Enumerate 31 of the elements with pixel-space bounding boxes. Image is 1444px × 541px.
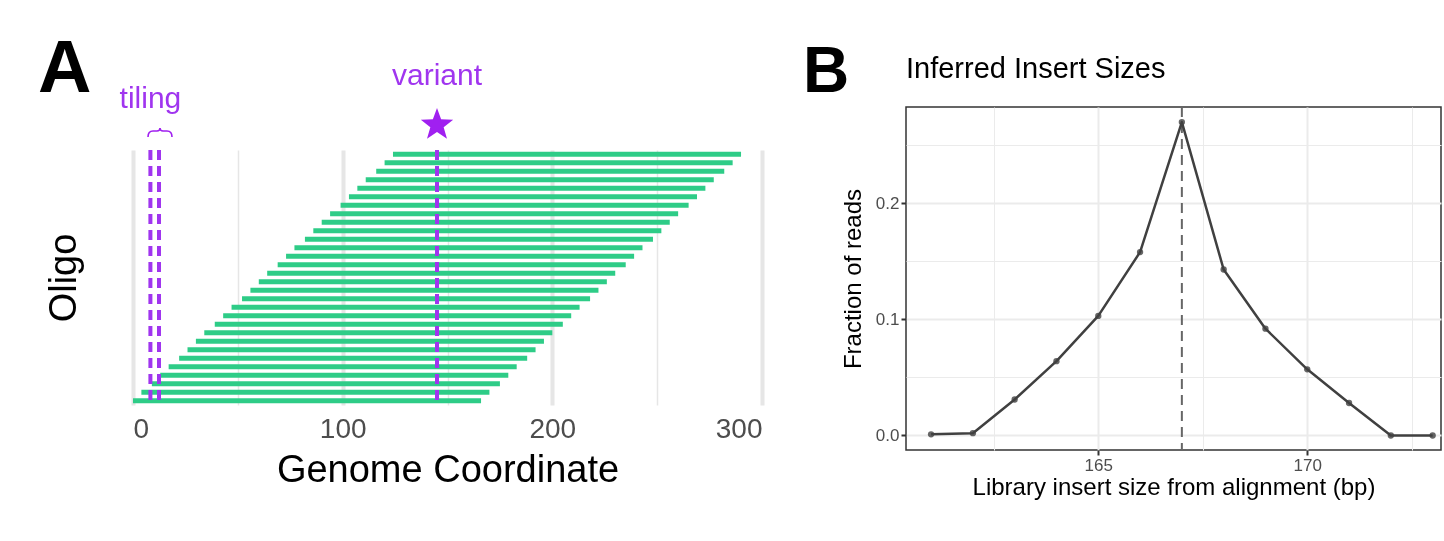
text: B <box>803 34 850 106</box>
x-tick-label: 170 <box>1293 455 1322 475</box>
y-axis-title: Fraction of reads <box>838 188 866 370</box>
y-axis-title: Oligo <box>41 233 84 323</box>
point <box>1262 325 1269 332</box>
point <box>1220 266 1227 273</box>
x-axis-title: Library insert size from alignment (bp) <box>972 472 1376 500</box>
point <box>1304 366 1311 373</box>
point <box>1387 432 1395 439</box>
x-tick-label: 100 <box>319 412 367 444</box>
x-tick-label: 200 <box>529 412 577 444</box>
x-tick-label: 300 <box>715 412 763 444</box>
ref-line-label: variant <box>391 58 483 91</box>
point <box>1429 432 1436 439</box>
point <box>1095 312 1102 320</box>
point <box>1011 396 1018 403</box>
y-tick-label: 0.2 <box>875 193 900 213</box>
point <box>1178 118 1186 126</box>
x-axis-title: Genome Coordinate <box>276 447 620 490</box>
point <box>969 430 977 437</box>
y-tick-label: 0.0 <box>875 425 900 445</box>
x-tick-label: 0 <box>133 412 150 444</box>
point <box>1136 248 1144 256</box>
ref-line-label: tiling <box>119 81 182 114</box>
point <box>1053 358 1060 365</box>
text: A <box>38 25 92 108</box>
point <box>927 431 935 438</box>
point <box>1345 399 1353 407</box>
x-tick-label: 165 <box>1084 455 1113 475</box>
y-tick-label: 0.1 <box>875 309 900 329</box>
chart-title: Inferred Insert Sizes <box>906 52 1166 84</box>
